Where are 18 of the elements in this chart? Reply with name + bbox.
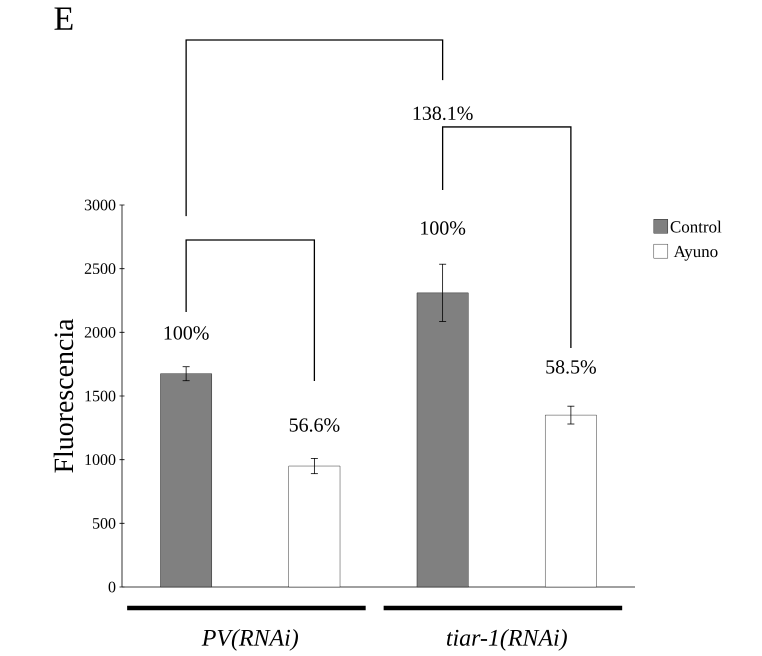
chart-title: E: [54, 8, 73, 30]
legend-label: Ayuno: [674, 246, 718, 261]
y-tick-label: 500: [92, 518, 116, 529]
y-tick-label: 1000: [86, 454, 116, 466]
legend-label: Control: [670, 220, 722, 233]
y-axis-title: Fluorescencia: [54, 318, 74, 473]
y-tick-label: 2000: [84, 326, 116, 338]
text: 138.1%: [414, 106, 473, 120]
y-tick-label: 0: [108, 582, 116, 592]
y-tick-label: 3000: [84, 200, 116, 210]
y-tick-label: 2500: [84, 263, 116, 274]
annotation: 58.5%: [546, 360, 596, 374]
annotation: 56.6%: [290, 418, 340, 432]
annotation: 100%: [164, 326, 209, 340]
y-tick-label: 1500: [86, 390, 116, 402]
x-tick-label: tiar-1(RNAi): [446, 629, 567, 651]
x-tick-label: PV(RNAi): [202, 629, 298, 651]
annotation: 100%: [421, 221, 466, 235]
